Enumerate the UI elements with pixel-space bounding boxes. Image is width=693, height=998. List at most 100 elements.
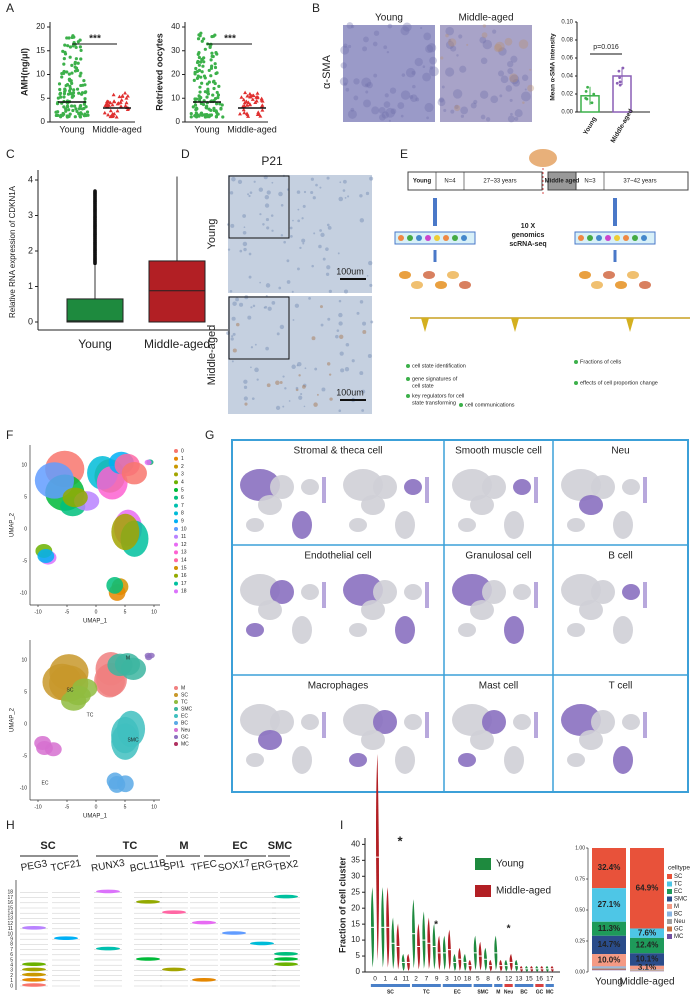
point <box>76 61 80 65</box>
point <box>260 103 265 107</box>
y-tick-label: 5 <box>24 494 27 500</box>
texture <box>271 301 276 305</box>
stack-remainder <box>592 968 626 970</box>
point <box>79 48 83 53</box>
bead <box>443 235 449 241</box>
colorbar <box>425 712 429 738</box>
texture <box>338 196 344 202</box>
x-tick-label: Middle-aged <box>610 108 635 144</box>
point <box>196 37 201 41</box>
point <box>70 63 74 67</box>
point <box>211 80 216 84</box>
point <box>584 90 588 93</box>
point <box>189 112 193 116</box>
point <box>197 63 201 67</box>
point <box>618 76 621 80</box>
data-label: 10.0% <box>598 955 621 964</box>
umap-blob <box>258 600 282 620</box>
texture <box>292 319 295 321</box>
umap-blob <box>591 475 615 499</box>
texture <box>343 43 348 48</box>
umap-blob <box>349 623 367 637</box>
umap-blob <box>482 710 506 734</box>
point <box>70 95 74 99</box>
x-axis-label: UMAP_1 <box>83 814 108 820</box>
texture <box>256 378 259 381</box>
point <box>207 68 211 73</box>
umap-blob <box>504 746 524 774</box>
texture <box>325 272 330 276</box>
point <box>60 75 64 79</box>
point <box>85 110 90 114</box>
umap-blob <box>458 518 476 532</box>
texture <box>304 367 307 370</box>
texture <box>338 321 343 326</box>
texture <box>298 374 301 377</box>
point <box>125 107 130 112</box>
row-label: 8 <box>10 942 13 948</box>
texture <box>340 62 347 69</box>
cluster-blob <box>37 549 55 564</box>
point <box>108 108 113 113</box>
umap-blob <box>343 704 383 736</box>
texture <box>301 238 306 243</box>
cluster-blob <box>114 653 141 676</box>
texture <box>303 405 306 408</box>
texture <box>527 84 535 92</box>
violin <box>96 889 120 894</box>
significance: *** <box>224 34 236 45</box>
output-label: key regulators for cell <box>412 393 464 399</box>
texture <box>311 336 316 341</box>
cluster-blob <box>106 772 124 790</box>
texture <box>253 180 256 183</box>
x-tick-label: 2 <box>414 976 418 983</box>
legend-swatch <box>174 456 178 461</box>
row-label: 16 <box>7 900 13 906</box>
texture <box>369 176 374 181</box>
stack-remainder <box>592 967 626 969</box>
texture <box>353 95 359 101</box>
umap-blob <box>579 495 603 515</box>
legend-swatch <box>174 581 178 586</box>
point <box>244 99 249 103</box>
group-label: TC <box>423 989 430 995</box>
group-label: MC <box>546 989 554 995</box>
violin <box>22 983 46 987</box>
group-label: M <box>179 840 188 852</box>
colorbar <box>322 712 326 738</box>
point <box>84 90 88 94</box>
texture <box>372 41 378 47</box>
point <box>206 92 210 96</box>
texture <box>250 346 254 349</box>
texture <box>479 90 489 99</box>
point <box>213 62 217 66</box>
point <box>189 115 193 119</box>
texture <box>400 90 411 100</box>
umap-blob <box>513 479 531 495</box>
point <box>124 96 129 100</box>
cell-icon <box>627 271 639 279</box>
legend-label: BC <box>181 720 188 726</box>
point <box>110 111 115 116</box>
point <box>618 83 622 87</box>
bead <box>605 235 611 241</box>
legend-swatch <box>174 558 178 563</box>
point <box>214 71 218 76</box>
x-tick-label: 0 <box>95 609 98 615</box>
point <box>105 102 110 107</box>
cluster-label: TC <box>87 712 94 718</box>
texture <box>289 226 293 230</box>
point <box>202 74 207 78</box>
x-tick-label: 5 <box>124 804 127 810</box>
point <box>70 71 74 75</box>
umap-blob <box>395 746 415 774</box>
row-label: 9 <box>10 937 13 943</box>
texture <box>296 190 301 194</box>
legend-label: MC <box>674 934 684 940</box>
texture <box>327 225 332 230</box>
texture <box>327 317 331 321</box>
panel-title: Stromal & theca cell <box>294 446 383 457</box>
texture <box>231 360 234 363</box>
texture <box>411 70 416 75</box>
y-axis-label: UMAP_2 <box>10 707 16 732</box>
